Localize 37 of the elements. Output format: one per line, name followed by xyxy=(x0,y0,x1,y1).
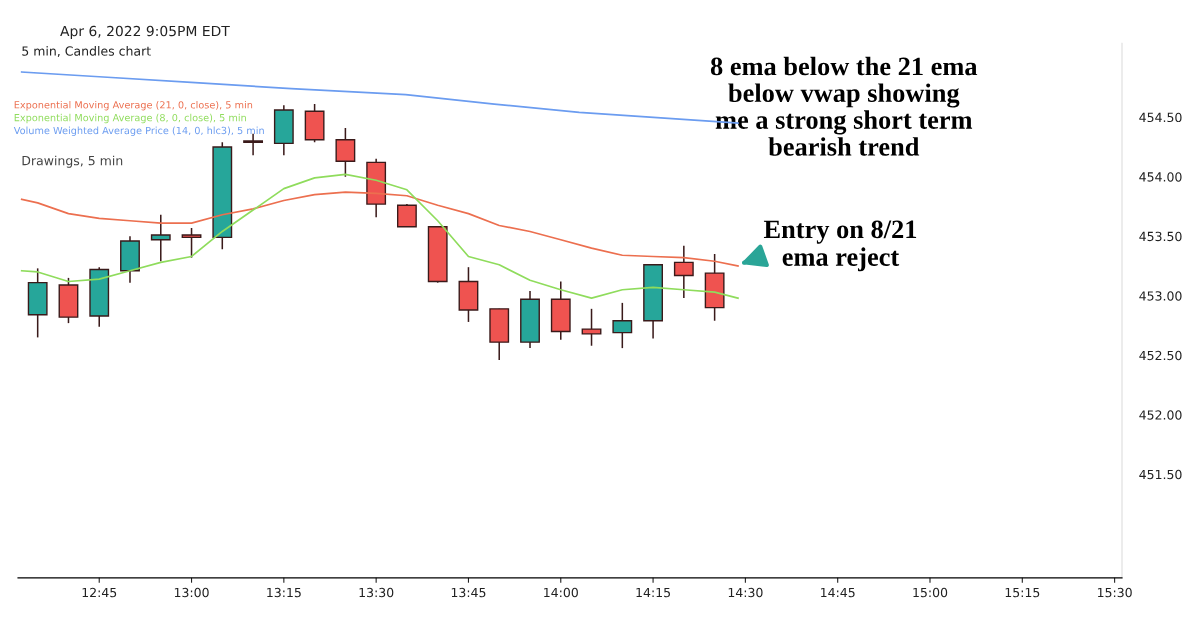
text: Exponential Moving Average (8, 0, close), 5 min xyxy=(14,113,246,124)
x-tick-label: 14:15 xyxy=(636,587,670,598)
x-tick-label: 14:00 xyxy=(544,587,578,598)
candlestick xyxy=(396,203,417,228)
candlestick xyxy=(150,214,171,262)
candlestick xyxy=(612,302,633,349)
x-tick-label: 15:30 xyxy=(1097,587,1132,598)
x-tick-label: 13:30 xyxy=(359,587,394,598)
text: Exponential Moving Average (21, 0, close), 5 min xyxy=(14,100,253,111)
chart-title: Apr 6, 2022 9:05PM EDT xyxy=(60,25,230,39)
x-tick-label: 15:00 xyxy=(913,587,948,598)
y-tick-label: 454.00 xyxy=(1139,172,1182,182)
x-tick-label: 14:30 xyxy=(728,587,763,598)
x-tick-label: 13:15 xyxy=(267,587,301,598)
candlestick xyxy=(181,227,202,259)
chart-subtitle: 5 min, Candles chart xyxy=(22,46,151,58)
x-tick-label: 15:15 xyxy=(1005,587,1040,598)
x-tick-label: 14:45 xyxy=(821,587,855,598)
annotation: 8 ema below the 21 ema below vwap showing me a strong short term bearish trend xyxy=(710,56,978,156)
candlestick xyxy=(335,127,356,178)
y-tick-label: 454.50 xyxy=(1139,112,1182,123)
candlestick xyxy=(581,308,602,347)
candlestick xyxy=(243,133,264,157)
line-series xyxy=(20,191,739,267)
text: Volume Weighted Average Price (14, 0, hlc3), 5 min xyxy=(13,126,264,137)
y-tick-label: 452.50 xyxy=(1139,350,1182,361)
x-tick-label: 12:45 xyxy=(82,587,117,598)
y-tick-label: 451.50 xyxy=(1139,469,1182,480)
y-tick-label: 453.00 xyxy=(1139,291,1182,301)
line-series xyxy=(20,173,739,299)
y-tick-label: 453.50 xyxy=(1139,231,1182,242)
candlestick xyxy=(673,244,694,299)
y-tick-label: 452.00 xyxy=(1139,410,1182,420)
x-tick-label: 13:45 xyxy=(451,587,486,598)
x-tick-label: 13:00 xyxy=(174,587,209,598)
annotation: Entry on 8/21 ema reject xyxy=(763,220,917,272)
annotation: Drawings, 5 min xyxy=(22,155,123,168)
